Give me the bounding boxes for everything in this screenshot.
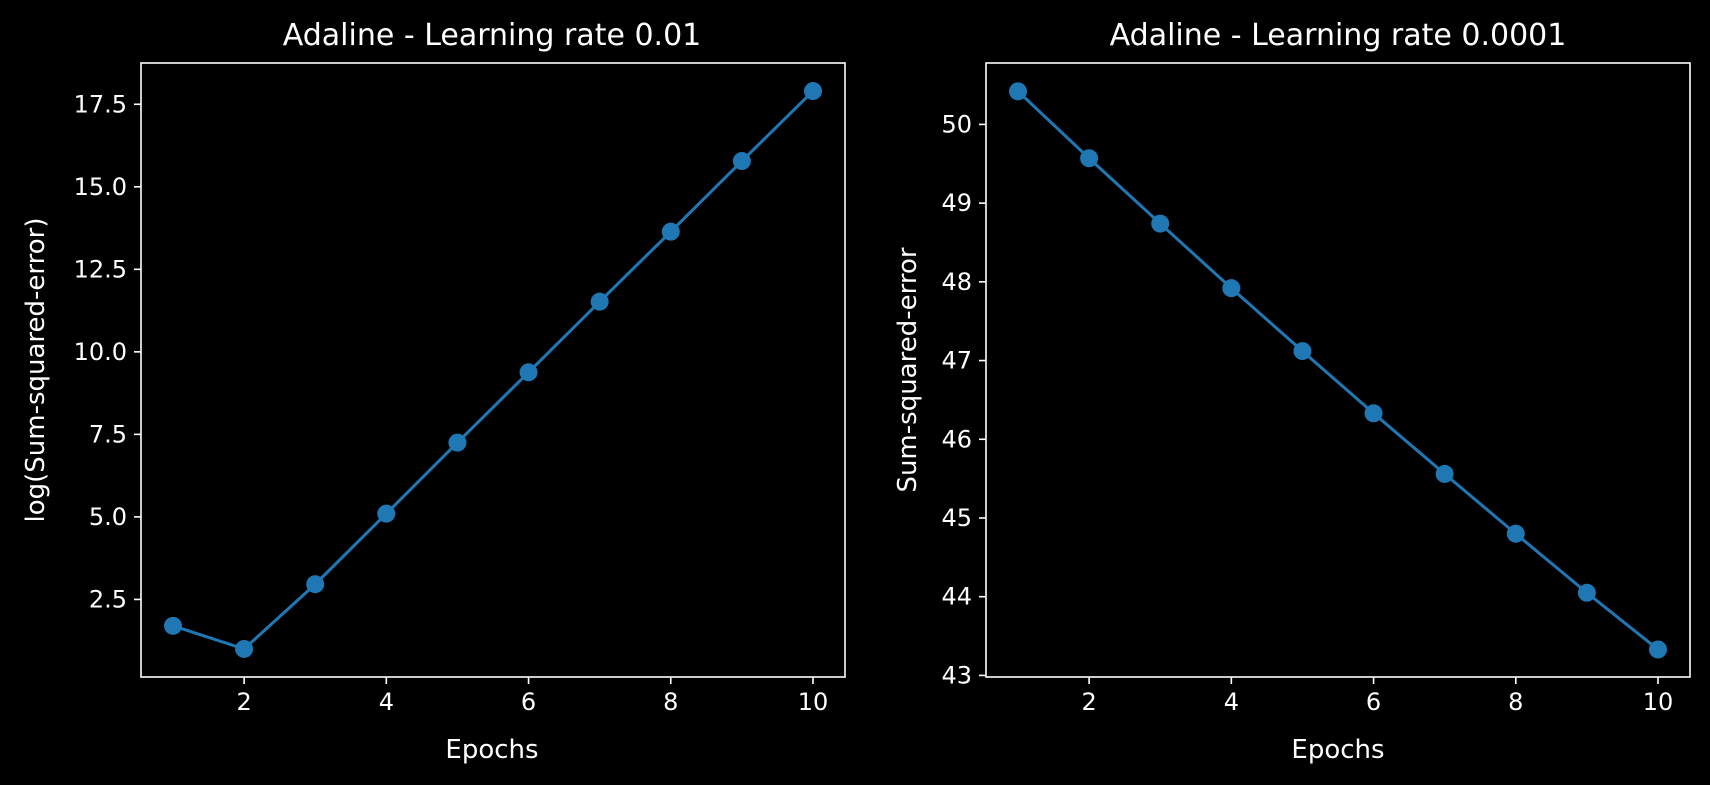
left-data-point	[306, 575, 325, 594]
left-data-point	[235, 639, 254, 658]
left-series-markers	[164, 82, 822, 658]
left-x-tick-label: 6	[521, 688, 536, 716]
left-y-tick-label: 7.5	[89, 420, 127, 448]
right-y-ticks: 43 44 45 46 47 48 49 50	[941, 110, 986, 689]
left-y-tick-label: 15.0	[74, 173, 127, 201]
right-series-markers	[1009, 82, 1667, 659]
left-x-axis-label: Epochs	[445, 735, 538, 765]
right-data-point	[1222, 279, 1241, 298]
right-data-point	[1577, 583, 1596, 602]
left-plot-area	[140, 62, 846, 678]
left-y-ticks: 2.5 5.0 7.5 10.0 12.5 15.0 17.5	[74, 90, 141, 613]
right-data-point	[1649, 640, 1667, 659]
right-x-tick-label: 4	[1224, 688, 1239, 716]
right-y-tick-label: 49	[941, 189, 972, 217]
right-plot-area	[985, 62, 1691, 678]
right-x-axis-label: Epochs	[1291, 735, 1384, 765]
right-y-tick-label: 50	[941, 110, 972, 138]
left-y-axis-label: log(Sum-squared-error)	[21, 217, 51, 522]
right-y-tick-label: 47	[941, 347, 972, 375]
right-y-tick-label: 46	[941, 425, 972, 453]
right-data-point	[1293, 342, 1312, 361]
left-data-point	[804, 82, 822, 101]
left-y-tick-label: 12.5	[74, 255, 127, 283]
left-x-tick-label: 2	[236, 688, 251, 716]
right-data-point	[1151, 214, 1170, 233]
right-x-ticks: 2 4 6 8 10	[1081, 677, 1673, 716]
right-x-tick-label: 6	[1366, 688, 1381, 716]
left-data-point	[661, 222, 680, 241]
right-data-point	[1435, 464, 1454, 483]
right-data-point	[1009, 82, 1027, 101]
left-chart-title: Adaline - Learning rate 0.01	[283, 18, 702, 53]
right-y-tick-label: 44	[941, 583, 972, 611]
left-data-point	[519, 363, 538, 382]
left-y-tick-label: 5.0	[89, 503, 127, 531]
right-data-point	[1506, 524, 1525, 543]
right-subplot: Adaline - Learning rate 0.0001 2 4 6 8 10 43…	[893, 18, 1691, 765]
left-data-point	[164, 616, 182, 635]
left-y-tick-label: 17.5	[74, 90, 127, 118]
right-y-tick-label: 45	[941, 504, 972, 532]
right-x-tick-label: 8	[1508, 688, 1523, 716]
right-data-point	[1364, 404, 1383, 423]
left-data-point	[448, 433, 467, 452]
left-data-point	[590, 292, 609, 311]
right-y-tick-label: 48	[941, 268, 972, 296]
left-series-line	[172, 89, 815, 651]
right-x-tick-label: 2	[1081, 688, 1096, 716]
right-series-line	[1016, 90, 1659, 651]
right-y-axis-label: Sum-squared-error	[893, 247, 923, 492]
left-y-tick-label: 2.5	[89, 585, 127, 613]
right-x-tick-label: 10	[1643, 688, 1674, 716]
right-y-tick-label: 43	[941, 661, 972, 689]
right-data-point	[1080, 149, 1099, 168]
left-x-tick-label: 8	[663, 688, 678, 716]
left-x-tick-label: 4	[379, 688, 394, 716]
left-subplot: Adaline - Learning rate 0.01 2 4 6 8 10 2.5 5…	[21, 18, 846, 765]
left-x-ticks: 2 4 6 8 10	[236, 677, 828, 716]
left-data-point	[732, 152, 751, 171]
right-chart-title: Adaline - Learning rate 0.0001	[1110, 18, 1567, 53]
left-x-tick-label: 10	[798, 688, 829, 716]
left-y-tick-label: 10.0	[74, 338, 127, 366]
left-data-point	[377, 504, 396, 523]
